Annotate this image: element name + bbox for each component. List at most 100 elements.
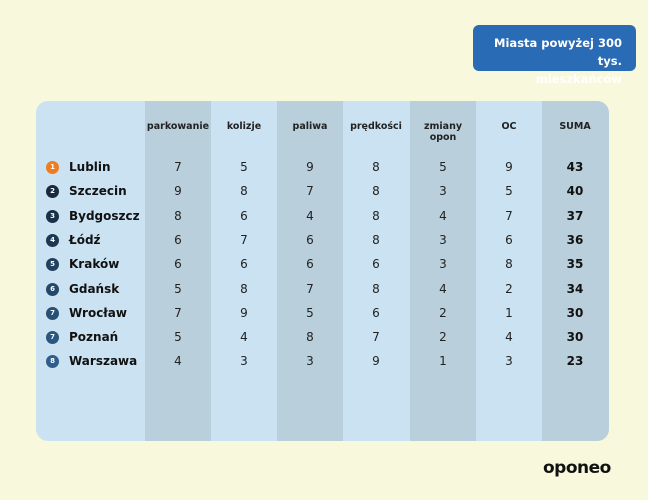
sum-cell: 37	[566, 208, 584, 223]
sum-cell: 36	[566, 232, 584, 247]
column-header: kolizje	[226, 121, 262, 132]
rank-badge: 1	[46, 161, 59, 174]
score-cell: 2	[505, 281, 513, 296]
score-cell: 7	[174, 160, 182, 174]
score-cell: 4	[505, 330, 513, 345]
sum-cell: 34	[566, 281, 584, 296]
score-cell: 5	[439, 160, 447, 174]
score-cell: 9	[505, 160, 513, 174]
score-cell: 7	[505, 208, 513, 223]
score-cell: 7	[306, 281, 314, 296]
score-cell: 4	[306, 208, 314, 223]
rank-badge: 4	[46, 233, 59, 247]
score-cell: 8	[372, 184, 380, 199]
rank-badge: 8	[46, 355, 59, 369]
rank-badge: 6	[46, 282, 59, 296]
column-band-paliwa	[277, 101, 343, 441]
score-cell: 7	[174, 305, 182, 320]
score-cell: 8	[372, 160, 380, 174]
score-cell: 3	[505, 354, 513, 369]
score-cell: 6	[372, 305, 380, 320]
score-cell: 5	[306, 305, 314, 320]
score-cell: 4	[174, 354, 182, 369]
column-header: zmiany opon	[423, 121, 463, 143]
column-band-suma	[542, 101, 609, 441]
city-name: Gdańsk	[69, 281, 120, 296]
score-cell: 4	[439, 281, 447, 296]
table-row: 5 Kraków 6 6 6 6 3 8 35	[36, 253, 609, 277]
score-cell: 6	[174, 257, 182, 272]
title-line-2: mieszkańców	[535, 72, 622, 86]
score-cell: 1	[439, 354, 447, 369]
score-cell: 7	[372, 330, 380, 345]
score-cell: 8	[240, 184, 248, 199]
city-name: Łódź	[69, 232, 101, 247]
score-cell: 6	[306, 232, 314, 247]
city-name: Wrocław	[69, 305, 127, 320]
score-cell: 3	[306, 354, 314, 369]
score-cell: 8	[174, 208, 182, 223]
sum-cell: 40	[566, 184, 584, 199]
score-cell: 9	[372, 354, 380, 369]
score-cell: 6	[306, 257, 314, 272]
table-row: 8 Warszawa 4 3 3 9 1 3 23	[36, 350, 609, 374]
score-cell: 8	[505, 257, 513, 272]
score-cell: 3	[439, 257, 447, 272]
score-cell: 5	[174, 330, 182, 345]
title-box: Miasta powyżej 300 tys. mieszkańców	[473, 25, 636, 86]
column-header: OC	[501, 121, 517, 132]
city-name: Kraków	[69, 257, 120, 272]
column-header: SUMA	[559, 121, 591, 132]
score-cell: 7	[240, 232, 248, 247]
score-cell: 5	[240, 160, 248, 174]
score-cell: 5	[174, 281, 182, 296]
table-row: 4 Łódź 6 7 6 8 3 6 36	[36, 229, 609, 253]
table-row: 1 Lublin 7 5 9 8 5 9 43	[36, 156, 609, 180]
score-cell: 1	[505, 305, 513, 320]
score-cell: 9	[174, 184, 182, 199]
sum-cell: 43	[566, 160, 584, 174]
rank-badge: 7	[46, 306, 59, 320]
score-cell: 5	[505, 184, 513, 199]
city-name: Warszawa	[69, 354, 138, 369]
ranking-table: parkowanie kolizje paliwa prędkości zmiany o…	[36, 101, 609, 441]
score-cell: 3	[439, 232, 447, 247]
rank-badge: 5	[46, 258, 59, 272]
score-cell: 7	[306, 184, 314, 199]
score-cell: 8	[306, 330, 314, 345]
score-cell: 6	[372, 257, 380, 272]
score-cell: 8	[372, 208, 380, 223]
column-header: parkowanie	[146, 121, 210, 132]
sum-cell: 30	[566, 305, 584, 320]
score-cell: 3	[439, 184, 447, 199]
rank-badge: 2	[46, 185, 59, 199]
score-cell: 9	[240, 305, 248, 320]
sum-cell: 30	[566, 330, 584, 345]
title-line-1: Miasta powyżej 300 tys.	[494, 36, 622, 68]
city-name: Poznań	[69, 330, 119, 345]
table-row: 6 Gdańsk 5 8 7 8 4 2 34	[36, 278, 609, 302]
score-cell: 6	[240, 208, 248, 223]
rank-badge: 7	[46, 331, 59, 345]
score-cell: 4	[240, 330, 248, 345]
score-cell: 8	[372, 232, 380, 247]
score-cell: 6	[240, 257, 248, 272]
table-row: 7 Poznań 5 4 8 7 2 4 30	[36, 326, 609, 350]
column-header: paliwa	[292, 121, 328, 132]
sum-cell: 35	[566, 257, 584, 272]
score-cell: 3	[240, 354, 248, 369]
score-cell: 8	[372, 281, 380, 296]
city-name: Lublin	[69, 160, 111, 174]
table-row: 2 Szczecin 9 8 7 8 3 5 40	[36, 180, 609, 204]
sum-cell: 23	[566, 354, 584, 369]
table-row: 7 Wrocław 7 9 5 6 2 1 30	[36, 302, 609, 326]
column-band-zmiany-opon	[410, 101, 476, 441]
score-cell: 6	[174, 232, 182, 247]
score-cell: 2	[439, 305, 447, 320]
score-cell: 2	[439, 330, 447, 345]
score-cell: 4	[439, 208, 447, 223]
city-name: Bydgoszcz	[69, 208, 140, 223]
column-band-parkowanie	[145, 101, 211, 441]
city-name: Szczecin	[69, 184, 127, 199]
score-cell: 8	[240, 281, 248, 296]
